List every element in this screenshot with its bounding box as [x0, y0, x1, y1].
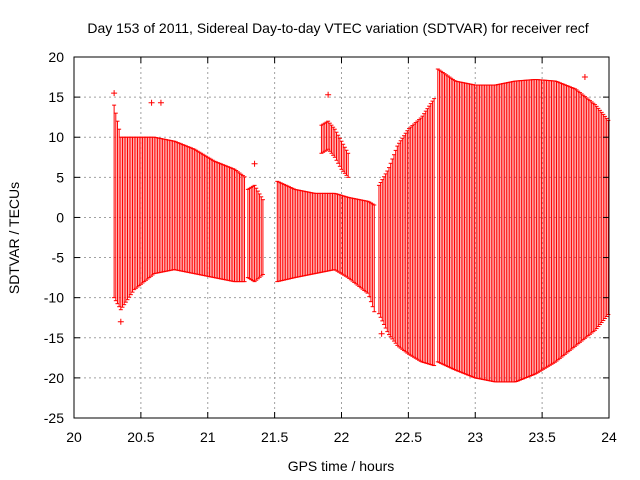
y-tick-label: 10 — [48, 129, 64, 145]
y-tick-label: 5 — [56, 169, 64, 185]
x-tick-label: 22 — [334, 429, 350, 445]
outlier-point — [325, 91, 332, 98]
y-tick-label: 20 — [48, 49, 64, 65]
y-tick-labels: 20 15 10 5 0 -5 -10 -15 -20 -25 — [44, 49, 64, 426]
x-tick-label: 22.5 — [395, 429, 422, 445]
outlier-point — [148, 99, 155, 106]
segment-2 — [245, 184, 265, 283]
y-axis-title: SDTVAR / TECUs — [6, 182, 22, 294]
outlier-point — [581, 74, 588, 81]
x-tick-label: 24 — [601, 429, 617, 445]
segment-4 — [376, 98, 437, 367]
x-tick-label: 20 — [66, 429, 82, 445]
y-tick-label: -20 — [44, 370, 64, 386]
y-tick-label: 0 — [56, 209, 64, 225]
outlier-point — [111, 90, 118, 97]
x-axis-title: GPS time / hours — [288, 458, 395, 474]
segment-3 — [275, 180, 377, 313]
x-tick-labels: 20 20.5 21 21.5 22 22.5 23 23.5 24 — [66, 429, 617, 445]
segment-1 — [112, 104, 247, 311]
outlier-point — [378, 330, 385, 337]
outlier-point — [251, 160, 258, 167]
y-tick-label: 15 — [48, 89, 64, 105]
segment-5 — [435, 68, 611, 383]
x-tick-label: 23.5 — [529, 429, 556, 445]
y-tick-label: -10 — [44, 290, 64, 306]
upper-ribbon — [319, 120, 351, 178]
y-tick-label: -25 — [44, 410, 64, 426]
x-tick-label: 20.5 — [127, 429, 154, 445]
chart-title: Day 153 of 2011, Sidereal Day-to-day VTE… — [87, 20, 588, 36]
outlier-point — [117, 318, 124, 325]
x-tick-label: 23 — [467, 429, 483, 445]
outlier-point — [157, 99, 164, 106]
x-tick-label: 21.5 — [261, 429, 288, 445]
ticks — [73, 56, 610, 419]
data-layer — [111, 68, 611, 383]
x-tick-label: 21 — [200, 429, 216, 445]
y-tick-label: -15 — [44, 330, 64, 346]
y-tick-label: -5 — [52, 250, 65, 266]
